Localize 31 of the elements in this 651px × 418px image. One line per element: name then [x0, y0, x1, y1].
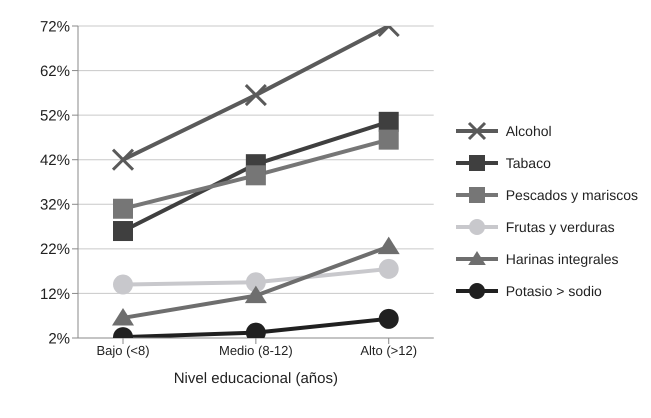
point — [113, 221, 133, 242]
y-tick-label: 72% — [40, 18, 70, 36]
x-tick-label: Bajo (<8) — [96, 343, 150, 358]
point — [112, 308, 134, 326]
y-tick-label: 32% — [40, 196, 70, 214]
y-tick-label: 52% — [40, 107, 70, 124]
legend-label: Tabaco — [506, 154, 551, 170]
y-tick-label: 22% — [40, 241, 70, 258]
legend-label: Frutas y verduras — [506, 218, 615, 234]
x-tick-label: Medio (8-12) — [219, 343, 293, 358]
point — [246, 165, 266, 186]
legend-label: Pescados y mariscos — [506, 186, 638, 202]
point — [113, 198, 133, 219]
legend-label: Alcohol — [506, 122, 552, 138]
y-tick-label: 2% — [48, 330, 70, 348]
x-axis-title: Nivel educacional (años) — [174, 370, 338, 387]
point — [244, 84, 268, 107]
y-tick-label: 42% — [40, 152, 70, 170]
point — [378, 308, 399, 329]
legend-label: Harinas integrales — [506, 250, 619, 266]
point — [113, 274, 133, 295]
point — [378, 236, 400, 254]
y-tick-label: 12% — [40, 286, 70, 303]
point — [112, 148, 134, 172]
y-tick-label: 62% — [40, 62, 70, 80]
point — [378, 130, 399, 150]
point — [244, 286, 267, 304]
point — [246, 272, 266, 292]
legend-label: Potasio > sodio — [506, 282, 602, 298]
x-tick-label: Alto (>12) — [360, 343, 418, 358]
point — [378, 258, 399, 279]
